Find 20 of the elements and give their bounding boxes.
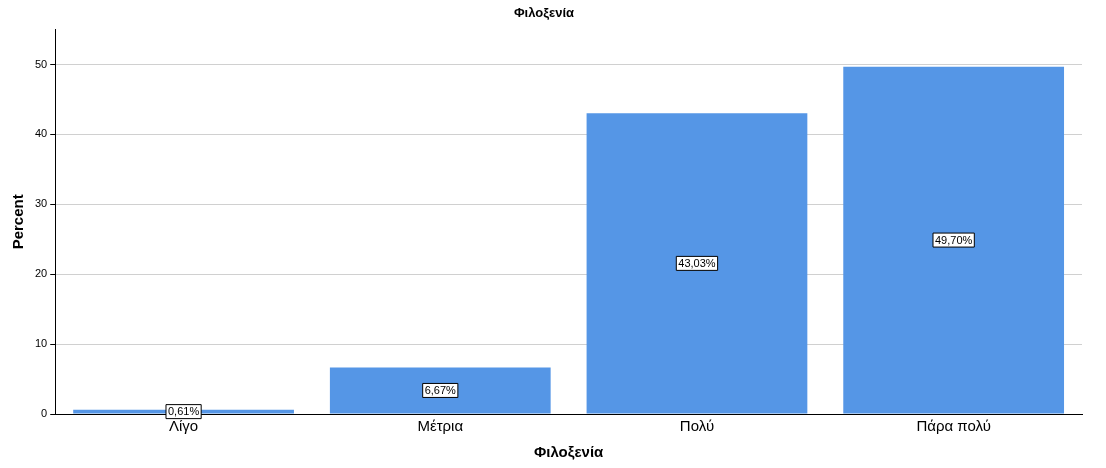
data-label: 6,67% (424, 383, 457, 396)
data-label: 43,03% (678, 256, 716, 269)
x-tick-label: Λίγο (168, 417, 199, 435)
x-tick-label: Πάρα πολύ (916, 417, 991, 435)
y-tick-label: 30 (34, 197, 48, 210)
data-label: 0,61% (167, 405, 200, 418)
data-label: 49,70% (935, 233, 973, 246)
x-tick-label: Πολύ (679, 417, 715, 435)
bar (843, 66, 1065, 414)
y-axis-title: Percent (9, 194, 27, 250)
y-tick-label: 10 (34, 337, 48, 350)
bar (329, 367, 551, 414)
x-axis-title: Φιλοξενία (533, 443, 605, 461)
x-tick-label: Μέτρια (417, 417, 464, 435)
y-tick-label: 0 (41, 407, 48, 420)
y-tick-label: 20 (34, 267, 48, 280)
y-tick-label: 50 (34, 57, 48, 70)
y-tick-label: 40 (34, 127, 48, 140)
bar (586, 113, 808, 414)
chart-title: Φιλοξενία (513, 5, 575, 21)
